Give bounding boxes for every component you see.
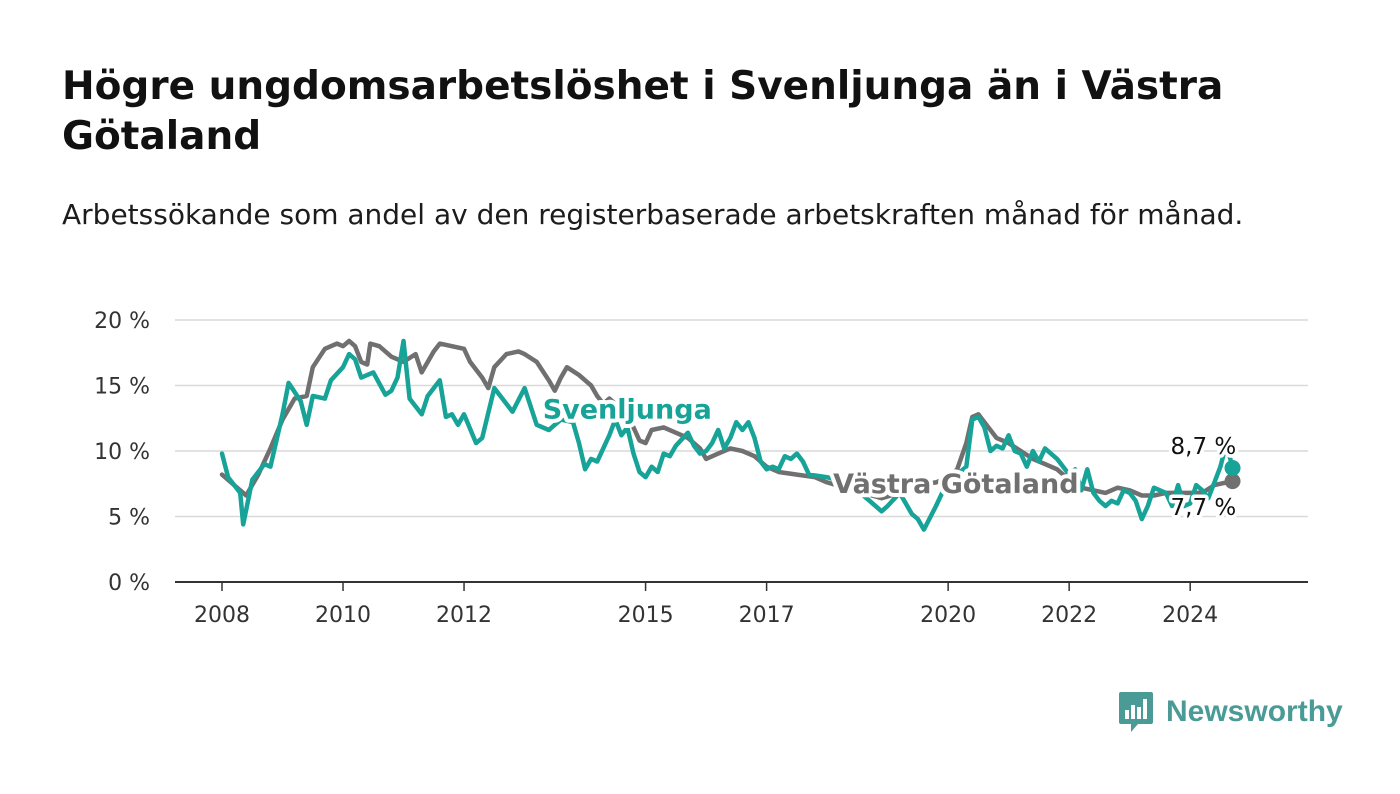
x-tick-label: 2022 xyxy=(1041,603,1097,628)
chart-title: Högre ungdomsarbetslöshet i Svenljunga ä… xyxy=(62,64,1224,159)
series-label-halo: Svenljunga xyxy=(543,394,712,425)
x-tick-label: 2012 xyxy=(436,603,492,628)
series-line-svenljunga xyxy=(219,338,1235,532)
series-line-vastra-gotaland xyxy=(219,338,1235,501)
end-value-label: 8,7 % xyxy=(1171,434,1237,460)
series-end-point xyxy=(1224,473,1241,490)
end-value-halo: 7,7 % xyxy=(1171,495,1237,521)
y-tick-label: 10 % xyxy=(94,440,150,465)
chart-subtitle: Arbetssökande som andel av den registerb… xyxy=(62,198,1244,231)
end-value-halo: 8,7 % xyxy=(1171,434,1237,460)
x-axis-ticks: 2008 2010 2012 2015 2017 2020 2022 2024 xyxy=(194,582,1218,628)
end-value-label: 7,7 % xyxy=(1171,495,1237,521)
y-tick-label: 15 % xyxy=(94,375,150,400)
x-tick-label: 2010 xyxy=(315,603,371,628)
grid-lines xyxy=(175,319,1308,583)
series-label: Svenljunga xyxy=(543,394,712,425)
series-label-halo: Västra Götaland xyxy=(833,469,1078,500)
brand-name: Newsworthy xyxy=(1166,695,1343,728)
x-tick-label: 2015 xyxy=(618,603,674,628)
y-tick-label: 0 % xyxy=(108,571,150,596)
x-tick-label: 2020 xyxy=(920,603,976,628)
series-lines xyxy=(219,338,1241,532)
x-tick-label: 2017 xyxy=(739,603,795,628)
series-end-point xyxy=(1224,460,1241,477)
y-tick-label: 5 % xyxy=(108,506,150,531)
x-tick-label: 2024 xyxy=(1162,603,1218,628)
series-label: Västra Götaland xyxy=(833,469,1078,500)
newsworthy-logo-icon xyxy=(1119,692,1153,732)
brand-logo[interactable]: Newsworthy xyxy=(1118,690,1343,734)
y-tick-label: 20 % xyxy=(94,309,150,334)
y-axis-ticks: 0 % 5 % 10 % 15 % 20 % xyxy=(94,309,150,596)
x-tick-label: 2008 xyxy=(194,603,250,628)
